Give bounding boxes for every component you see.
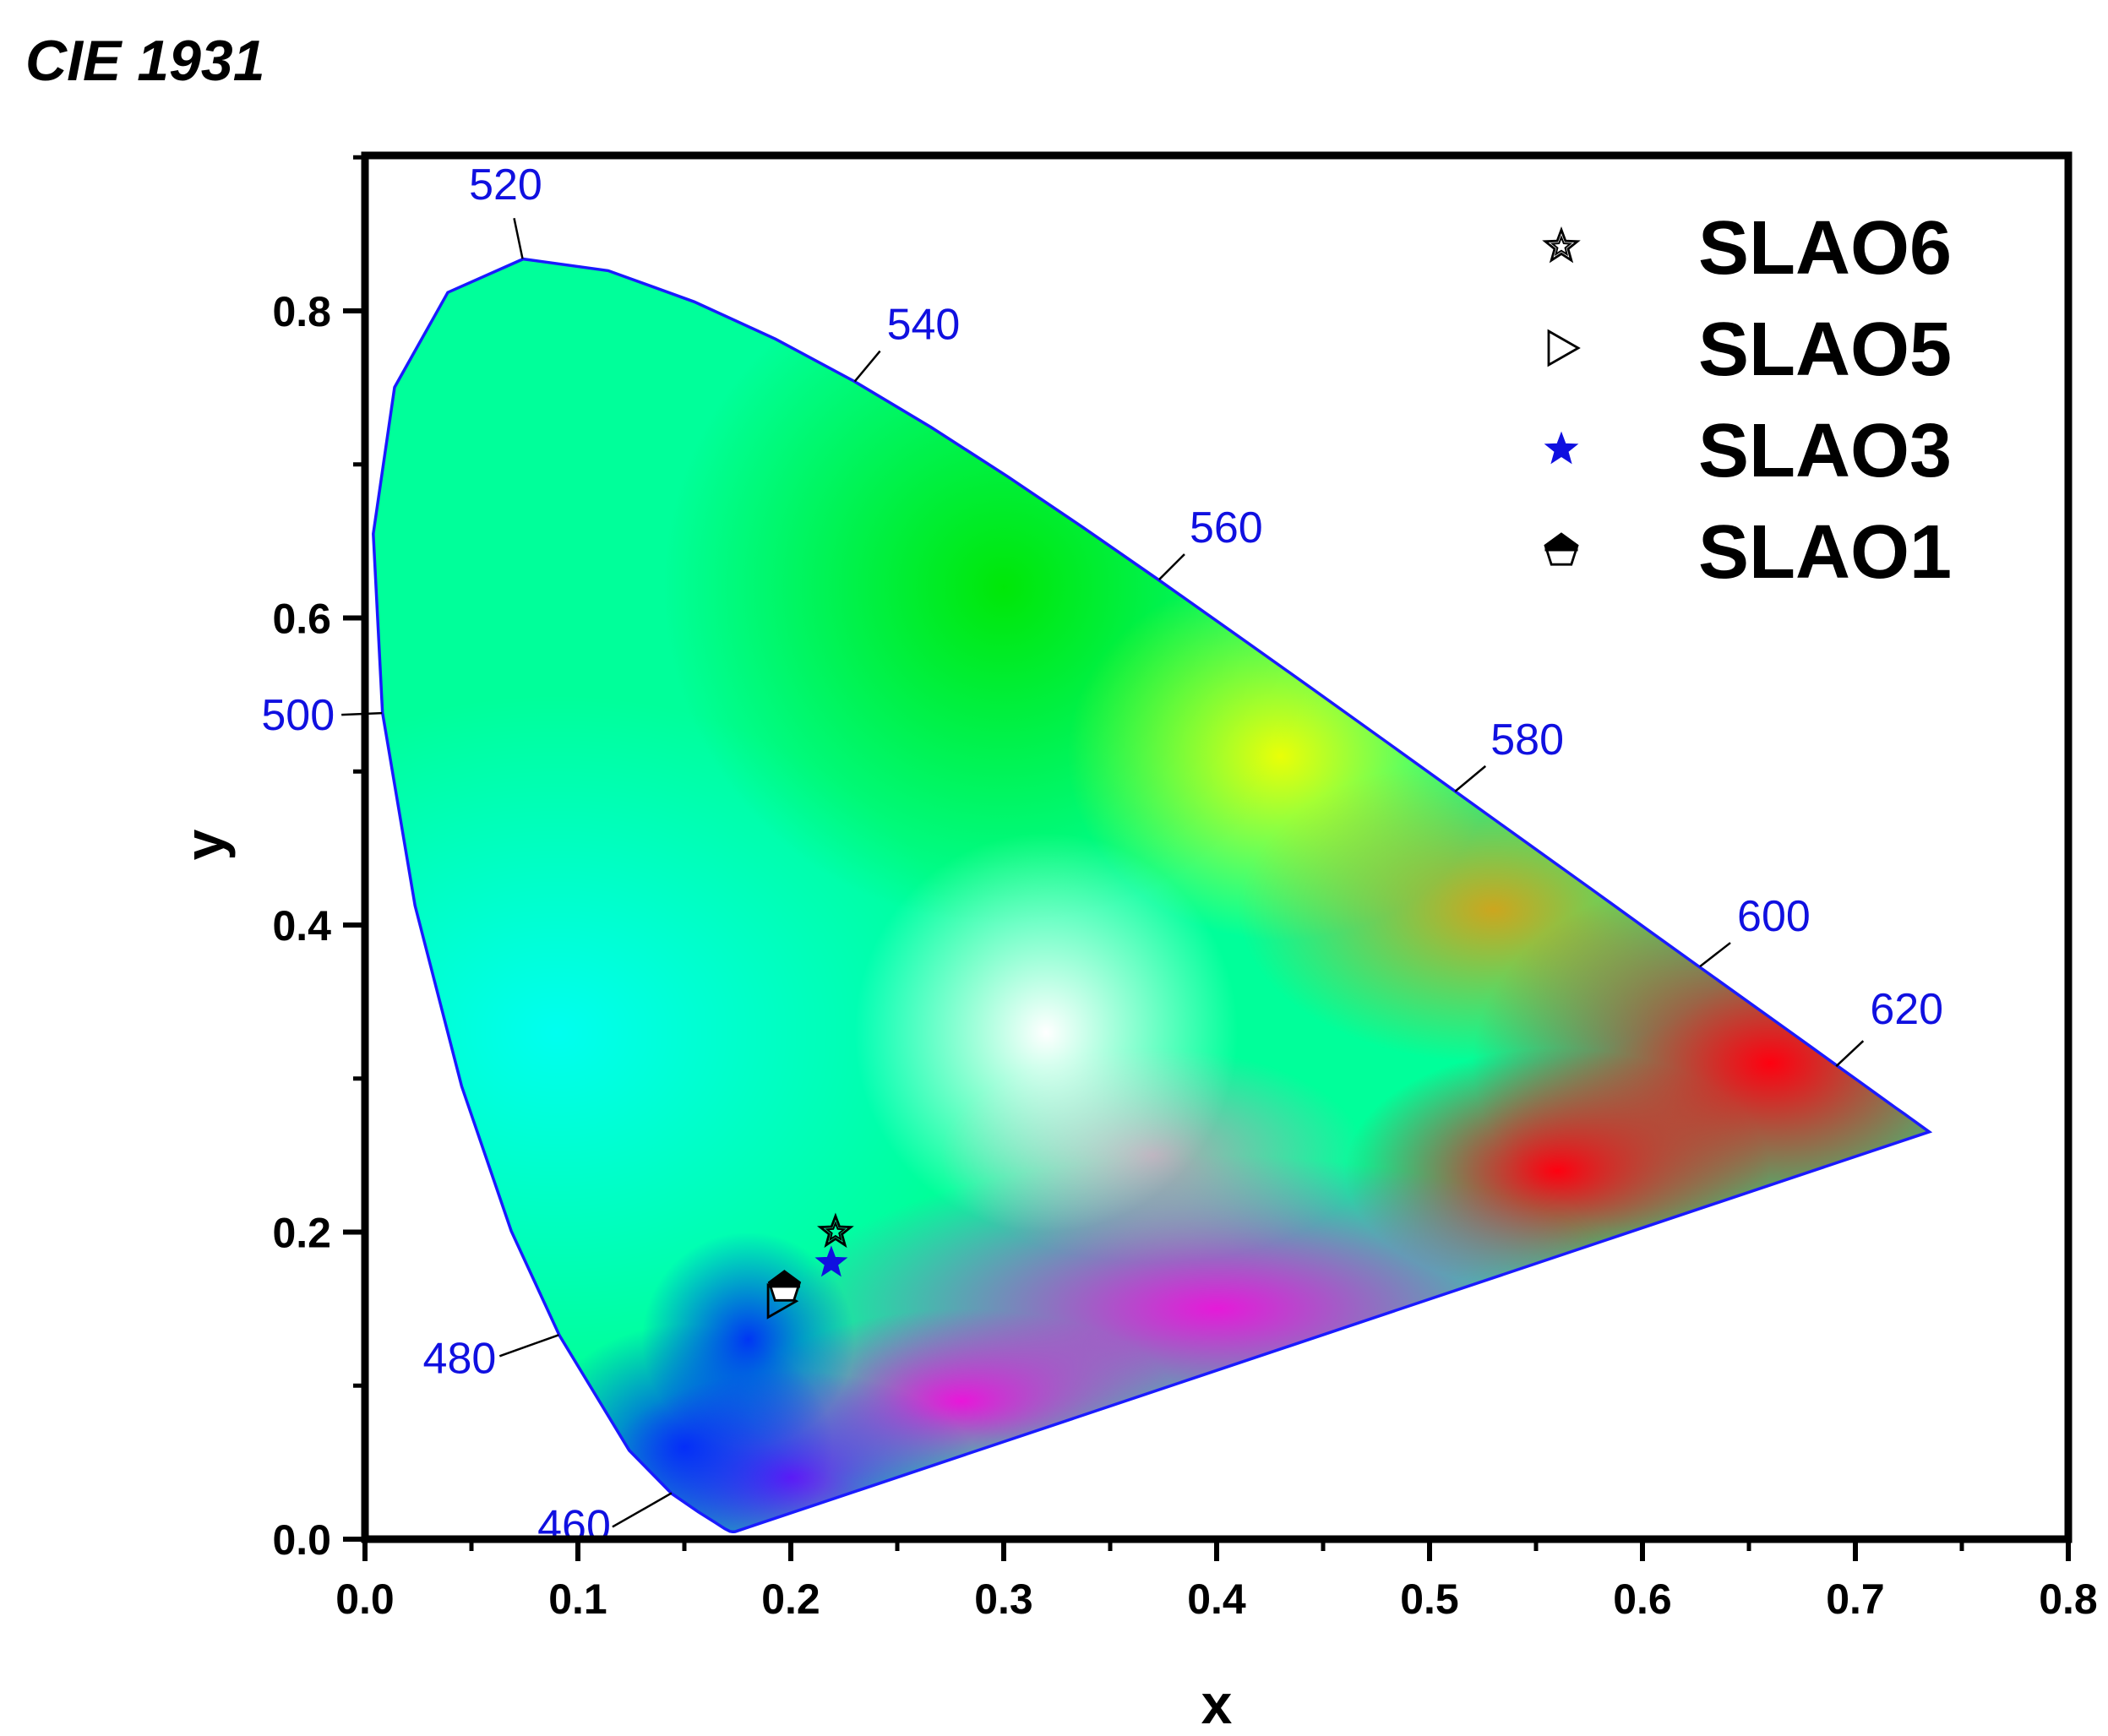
x-tick-label: 0.8 bbox=[2039, 1575, 2098, 1623]
x-tick-label: 0.6 bbox=[1613, 1575, 1672, 1623]
data-point-slao1 bbox=[767, 1270, 802, 1302]
legend-marker-slao5 bbox=[1547, 329, 1581, 367]
wavelength-leader-520 bbox=[513, 217, 524, 259]
wavelength-label-520: 520 bbox=[469, 161, 542, 210]
x-tick-label: 0.7 bbox=[1826, 1575, 1885, 1623]
x-axis: 0.0 0.1 0.2 0.3 0.4 0.5 0.6 0.7 0.8 bbox=[335, 1539, 2098, 1623]
wavelength-leader-480 bbox=[498, 1334, 559, 1358]
y-tick-label: 0.8 bbox=[272, 288, 331, 335]
y-axis-title: y bbox=[173, 829, 236, 860]
wavelength-leader-620 bbox=[1835, 1040, 1865, 1068]
wavelength-leader-460 bbox=[612, 1492, 673, 1528]
wavelength-leader-540 bbox=[853, 350, 881, 383]
y-tick-label: 0.6 bbox=[272, 596, 331, 643]
x-tick-label: 0.2 bbox=[761, 1575, 820, 1623]
legend: SLAO6 SLAO5 SLAO3 SLAO1 bbox=[1542, 206, 1952, 595]
legend-marker-slao3 bbox=[1544, 431, 1579, 465]
x-tick-label: 0.3 bbox=[974, 1575, 1033, 1623]
wavelength-leader-560 bbox=[1158, 553, 1185, 580]
legend-marker-slao6 bbox=[1542, 226, 1581, 264]
x-tick-label: 0.5 bbox=[1400, 1575, 1459, 1623]
legend-label-slao1: SLAO1 bbox=[1698, 510, 1952, 595]
y-tick-label: 0.2 bbox=[272, 1210, 331, 1257]
x-axis-title: x bbox=[1201, 1673, 1233, 1735]
data-point-slao6 bbox=[817, 1212, 854, 1249]
wavelength-label-460: 460 bbox=[537, 1501, 611, 1550]
wavelength-label-540: 540 bbox=[887, 301, 961, 350]
legend-marker-slao1 bbox=[1544, 532, 1579, 566]
wavelength-label-480: 480 bbox=[423, 1334, 497, 1383]
y-tick-label: 0.0 bbox=[272, 1516, 331, 1564]
wavelength-label-600: 600 bbox=[1737, 892, 1811, 941]
wavelength-leader-580 bbox=[1454, 765, 1487, 792]
y-axis: 0.0 0.2 0.4 0.6 0.8 bbox=[272, 155, 365, 1564]
legend-label-slao3: SLAO3 bbox=[1698, 409, 1952, 493]
data-point-slao3 bbox=[814, 1245, 848, 1277]
wavelength-leader-600 bbox=[1699, 942, 1731, 968]
wavelength-label-560: 560 bbox=[1190, 503, 1263, 552]
chart-title: CIE 1931 bbox=[25, 29, 265, 93]
y-tick-label: 0.4 bbox=[272, 902, 331, 950]
legend-label-slao6: SLAO6 bbox=[1698, 206, 1952, 291]
wavelength-label-500: 500 bbox=[261, 691, 335, 740]
wavelength-label-580: 580 bbox=[1490, 716, 1564, 765]
legend-label-slao5: SLAO5 bbox=[1698, 307, 1952, 392]
wavelength-label-620: 620 bbox=[1870, 985, 1943, 1034]
x-tick-label: 0.4 bbox=[1187, 1575, 1246, 1623]
x-tick-label: 0.1 bbox=[548, 1575, 607, 1623]
x-tick-label: 0.0 bbox=[335, 1575, 395, 1623]
